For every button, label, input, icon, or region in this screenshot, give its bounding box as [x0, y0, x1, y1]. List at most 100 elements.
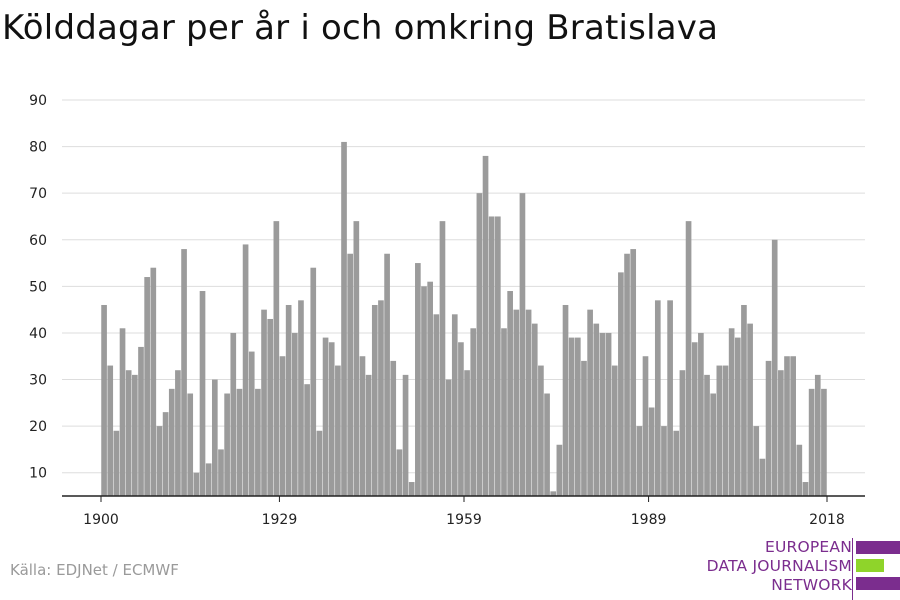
logo-purple-bar-top	[856, 541, 900, 554]
bar-1932	[298, 300, 304, 496]
bar-1918	[211, 379, 218, 496]
bar-1995	[685, 221, 692, 497]
y-tick-label-30: 30	[29, 373, 47, 389]
y-tick-label-80: 80	[29, 140, 47, 156]
bar-1987	[636, 426, 643, 496]
bar-2010	[778, 370, 784, 496]
logo-green-bar	[856, 559, 884, 572]
y-tick-label-10: 10	[29, 466, 47, 482]
bar-1928	[273, 221, 280, 497]
bar-1976	[568, 337, 575, 496]
bar-1962	[482, 155, 489, 496]
bar-1942	[359, 356, 366, 496]
bar-1950	[408, 482, 415, 496]
bar-1986	[630, 249, 637, 496]
logo-purple-bar-bottom	[856, 577, 900, 590]
bar-1914	[187, 393, 194, 496]
logo-text-line1: EUROPEAN	[764, 538, 852, 556]
x-axis-ticks: 1900 1929 1959 1989 2018	[83, 496, 845, 528]
bar-1979	[587, 309, 593, 496]
bar-1991	[661, 426, 667, 496]
bar-1904	[125, 370, 132, 496]
bar-1958	[458, 342, 464, 496]
bar-1915	[193, 472, 200, 496]
y-tick-label-90: 90	[29, 93, 47, 109]
bar-1926	[261, 309, 267, 496]
bar-1954	[433, 314, 440, 496]
bar-1972	[544, 393, 550, 496]
bar-2001	[722, 365, 729, 496]
bar-1920	[224, 393, 230, 496]
bar-1910	[162, 412, 169, 496]
bar-1975	[562, 304, 569, 496]
bar-2004	[741, 304, 747, 496]
bar-1983	[611, 365, 618, 496]
bar-1988	[642, 356, 649, 496]
bar-2007	[759, 458, 766, 496]
x-tick-label-1959: 1959	[446, 512, 482, 528]
bar-2003	[734, 337, 741, 496]
bar-1965	[501, 328, 507, 496]
bar-1913	[181, 249, 187, 496]
bar-1940	[347, 253, 354, 496]
bar-1911	[168, 388, 175, 496]
bar-1946	[384, 253, 390, 496]
bar-1943	[365, 374, 372, 496]
bar-1900	[101, 304, 107, 496]
bar-1921	[230, 332, 237, 496]
bar-1996	[691, 342, 698, 496]
bar-1989	[648, 407, 655, 496]
bar-1985	[624, 253, 630, 496]
x-tick-label-1989: 1989	[631, 512, 667, 528]
bar-1960	[470, 328, 477, 496]
x-tick-label-2018: 2018	[809, 512, 845, 528]
logo-text-line3: NETWORK	[771, 576, 852, 594]
bar-1917	[205, 463, 212, 496]
bar-1935	[316, 430, 323, 496]
bar-1959	[464, 370, 470, 496]
bar-1912	[175, 370, 181, 496]
bar-1924	[248, 351, 255, 496]
bar-1957	[451, 314, 458, 496]
bar-1905	[132, 374, 138, 496]
edjnet-logo: EUROPEAN DATA JOURNALISM NETWORK	[700, 538, 900, 600]
bar-1901	[107, 365, 114, 496]
bar-1919	[218, 449, 224, 496]
bar-2013	[796, 444, 803, 496]
source-note: Källa: EDJNet / ECMWF	[10, 561, 179, 579]
bar-1906	[138, 346, 144, 496]
bar-1922	[236, 388, 243, 496]
bar-2000	[716, 365, 723, 496]
bar-1936	[322, 337, 329, 496]
bar-2015	[808, 388, 815, 496]
bar-1916	[199, 291, 206, 496]
bar-1952	[421, 286, 427, 496]
bar-1994	[679, 370, 686, 496]
bar-1971	[538, 365, 544, 496]
bar-2008	[765, 360, 772, 496]
bar-1980	[593, 323, 600, 496]
bar-1968	[519, 193, 526, 497]
bar-1974	[556, 444, 563, 496]
x-tick-label-1929: 1929	[262, 512, 298, 528]
y-tick-label-70: 70	[29, 186, 47, 202]
bar-1966	[507, 291, 513, 496]
bar-1929	[279, 356, 286, 496]
bars	[101, 141, 833, 497]
bar-1938	[335, 365, 341, 496]
bar-1997	[698, 332, 704, 496]
bar-1955	[439, 221, 446, 497]
bar-1949	[402, 374, 409, 496]
bar-1970	[531, 323, 538, 496]
y-tick-label-20: 20	[29, 419, 47, 435]
bar-1951	[415, 263, 421, 496]
bar-1930	[285, 304, 292, 496]
bar-1977	[574, 337, 581, 496]
bar-1927	[267, 318, 274, 496]
bar-1982	[605, 332, 612, 496]
bar-2009	[771, 239, 778, 496]
bar-1933	[304, 384, 310, 496]
bar-1923	[242, 244, 249, 496]
bar-1956	[445, 379, 452, 496]
bar-1903	[119, 328, 126, 496]
